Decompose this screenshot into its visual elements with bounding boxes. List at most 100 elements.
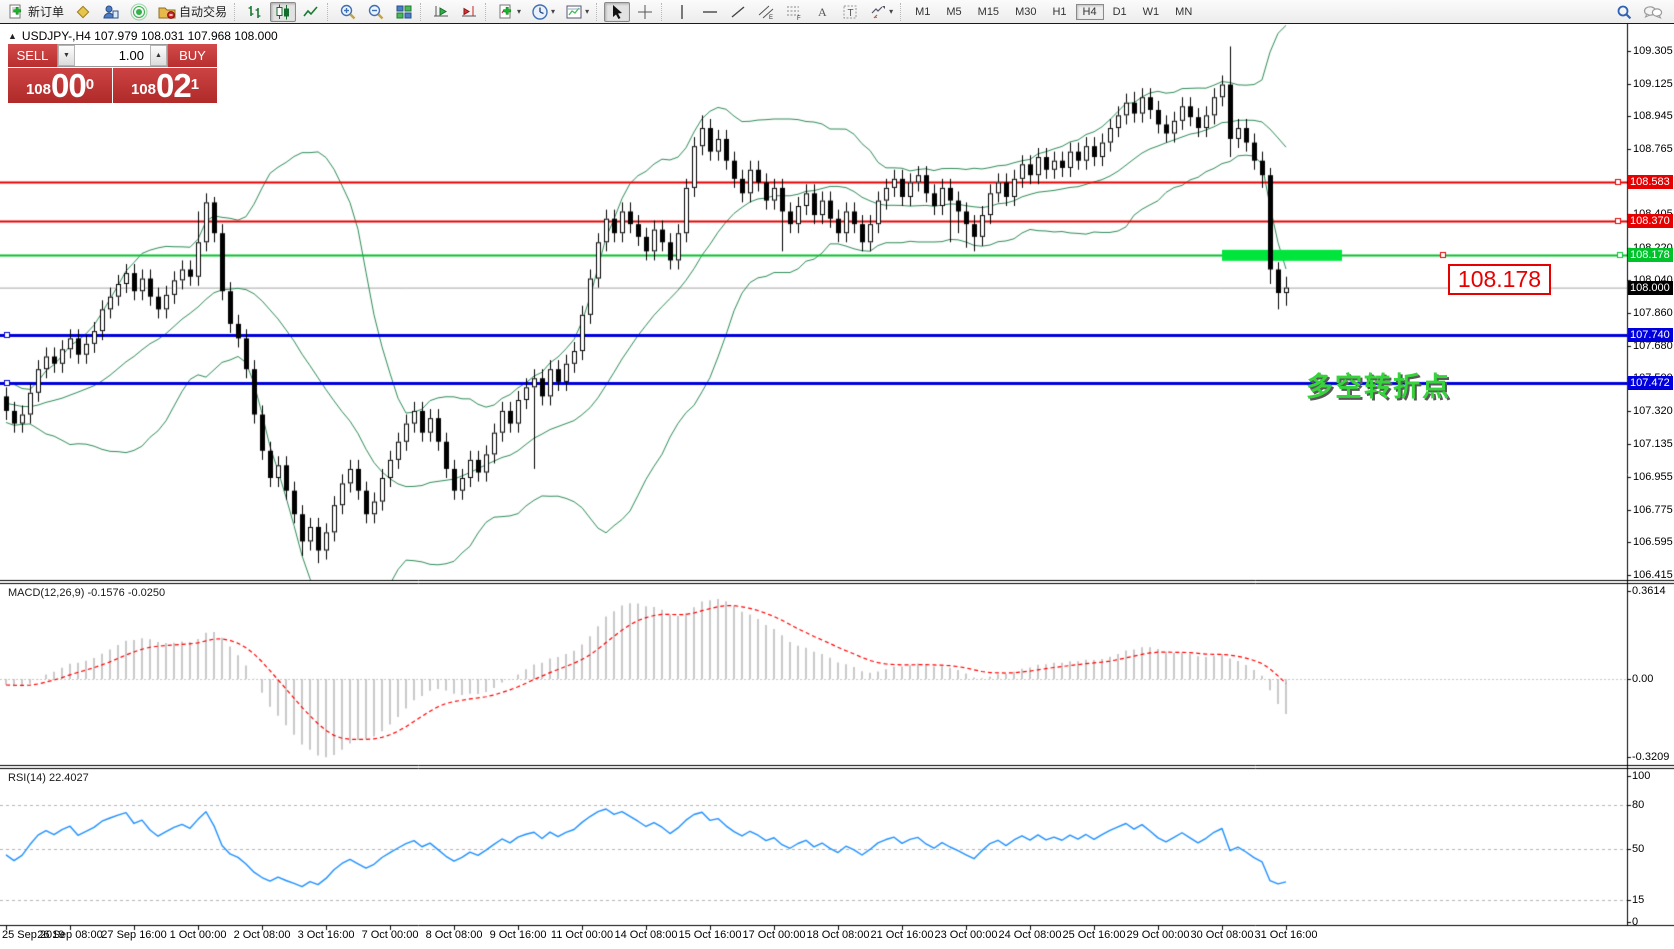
shift-icon xyxy=(460,3,478,21)
zoomin-icon xyxy=(339,3,357,21)
vline-icon xyxy=(673,3,691,21)
channel-button[interactable]: E xyxy=(753,2,779,22)
bar-chart-button[interactable] xyxy=(242,2,268,22)
line-chart-button[interactable] xyxy=(298,2,324,22)
macd-header: MACD(12,26,9) -0.1576 -0.0250 xyxy=(8,587,166,599)
linechart-icon xyxy=(302,3,320,21)
bid-price-button[interactable]: 108 00 0 xyxy=(8,68,112,103)
toolbar-separator xyxy=(485,2,490,21)
periods-button[interactable]: ▾ xyxy=(527,2,559,22)
ask-price-button[interactable]: 108 02 1 xyxy=(113,68,217,103)
timeframe-h1-button[interactable]: H1 xyxy=(1052,5,1067,18)
ask-base: 108 xyxy=(130,81,156,98)
bid-pip: 0 xyxy=(85,76,95,93)
chat-button[interactable] xyxy=(1639,2,1667,22)
channel-icon: E xyxy=(757,3,775,21)
new-order-button[interactable]: 新订单 xyxy=(3,2,68,22)
price-level-text-box[interactable]: 108.178 xyxy=(1448,264,1551,295)
textA-icon: A xyxy=(813,3,831,21)
auto-trading-button[interactable]: 自动交易 xyxy=(154,2,231,22)
clock-icon xyxy=(531,3,549,21)
diamond-icon xyxy=(74,3,92,21)
template-icon xyxy=(565,3,583,21)
toolbar-separator xyxy=(596,2,601,21)
bars-icon xyxy=(246,3,264,21)
ask-big: 02 xyxy=(155,67,192,104)
chart-title: ▲ USDJPY-,H4 107.979 108.031 107.968 108… xyxy=(8,29,278,43)
svg-text:E: E xyxy=(769,15,773,21)
svg-text:A: A xyxy=(818,5,827,19)
zoom-in-button[interactable] xyxy=(335,2,361,22)
trendline-icon xyxy=(729,3,747,21)
bid-big: 00 xyxy=(50,67,87,104)
toolbar-separator xyxy=(420,2,425,21)
chevron-down-icon: ▾ xyxy=(517,7,522,16)
timeframe-h4-button[interactable]: H4 xyxy=(1075,3,1104,20)
volume-decrease-button[interactable]: ▼ xyxy=(58,45,75,66)
zoom-out-button[interactable] xyxy=(363,2,389,22)
new-order-button-label: 新订单 xyxy=(28,5,65,19)
collapse-triangle-icon[interactable]: ▲ xyxy=(8,31,17,41)
templates-button[interactable]: ▾ xyxy=(561,2,593,22)
textT-icon: T xyxy=(841,3,859,21)
neworder-icon xyxy=(7,3,25,21)
cursor-button[interactable] xyxy=(604,1,631,22)
rsi-header: RSI(14) 22.4027 xyxy=(8,772,89,784)
crosshair-button[interactable] xyxy=(632,2,658,22)
buy-button[interactable]: BUY xyxy=(168,44,217,67)
profiles-button[interactable] xyxy=(98,2,124,22)
zoomout-icon xyxy=(367,3,385,21)
search-button[interactable] xyxy=(1611,2,1637,22)
arrows-button[interactable]: ▾ xyxy=(865,2,897,22)
trendline-button[interactable] xyxy=(725,2,751,22)
chevron-down-icon: ▾ xyxy=(551,7,556,16)
fibonacci-button[interactable]: F xyxy=(781,2,807,22)
profile-icon xyxy=(102,3,120,21)
timeframe-w1-button[interactable]: W1 xyxy=(1142,5,1160,18)
autoscroll-icon xyxy=(432,3,450,21)
symbol-ohlc-text: USDJPY-,H4 107.979 108.031 107.968 108.0… xyxy=(21,29,278,43)
chart-area: 109.305 109.125 108.945 108.765 108.585 108.4… xyxy=(0,24,1674,949)
vline-button[interactable] xyxy=(669,2,695,22)
svg-text:F: F xyxy=(797,16,801,21)
hline-icon xyxy=(701,3,719,21)
text-label-button[interactable]: T xyxy=(837,2,863,22)
candlestick-button[interactable] xyxy=(270,1,297,22)
svg-text:T: T xyxy=(848,8,854,19)
timeframe-m1-button[interactable]: M1 xyxy=(915,5,931,18)
bid-base: 108 xyxy=(25,81,51,98)
chart-canvas[interactable] xyxy=(0,24,1674,949)
timeframe-m5-button[interactable]: M5 xyxy=(946,5,962,18)
timeframe-d1-button[interactable]: D1 xyxy=(1112,5,1127,18)
toolbar-separator xyxy=(327,2,332,21)
chevron-down-icon: ▾ xyxy=(889,7,894,16)
chart-wizard-button[interactable] xyxy=(70,2,96,22)
tiles-icon xyxy=(395,3,413,21)
candles-icon xyxy=(274,3,292,21)
search-icon xyxy=(1615,3,1633,21)
hline-button[interactable] xyxy=(697,2,723,22)
indicators-button[interactable]: ▾ xyxy=(493,2,525,22)
text-button[interactable]: A xyxy=(809,2,835,22)
timeframe-m15-button[interactable]: M15 xyxy=(977,5,1000,18)
toolbar: 新订单 自动交易 ▾ ▾ ▾ E F A T ▾ M1 M5 M15 M30 H1 H4 D1 W1 MN xyxy=(0,0,1674,24)
volume-stepper: ▼ ▲ xyxy=(57,44,168,67)
volume-input[interactable] xyxy=(75,45,150,66)
auto-scroll-button[interactable] xyxy=(428,2,454,22)
pivot-annotation-text[interactable]: 多空转折点 xyxy=(1306,372,1451,402)
sell-button[interactable]: SELL xyxy=(8,44,57,67)
cursor-icon xyxy=(608,3,626,21)
tile-windows-button[interactable] xyxy=(391,2,417,22)
ask-pip: 1 xyxy=(190,76,200,93)
chevron-down-icon: ▾ xyxy=(585,7,590,16)
chart-shift-button[interactable] xyxy=(456,2,482,22)
toolbar-separator xyxy=(234,2,239,21)
volume-increase-button[interactable]: ▲ xyxy=(150,45,167,66)
timeframe-mn-button[interactable]: MN xyxy=(1175,5,1193,18)
auto-trading-button-label: 自动交易 xyxy=(179,5,228,19)
signals-button[interactable] xyxy=(126,2,152,22)
shapes-icon xyxy=(869,3,887,21)
timeframe-m30-button[interactable]: M30 xyxy=(1015,5,1037,18)
